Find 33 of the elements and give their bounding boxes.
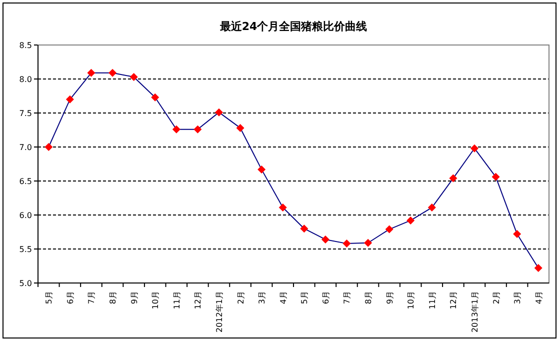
x-tick-label: 11月 — [172, 291, 182, 310]
x-tick-label: 2013年1月 — [470, 291, 480, 332]
x-tick-label: 6月 — [66, 291, 75, 304]
y-tick-label: 8.5 — [19, 41, 32, 50]
x-tick-label: 9月 — [130, 291, 139, 304]
x-tick-label: 7月 — [87, 291, 96, 304]
y-tick-label: 6.0 — [19, 211, 32, 220]
x-tick-label: 3月 — [513, 291, 522, 304]
x-tick-label: 4月 — [278, 291, 288, 304]
x-tick-label: 8月 — [364, 291, 374, 304]
x-tick-label: 10月 — [151, 291, 160, 310]
x-tick-label: 12月 — [194, 291, 203, 310]
y-tick-label: 7.5 — [19, 109, 32, 118]
x-tick-label: 4月 — [534, 291, 544, 304]
x-tick-label: 2月 — [492, 291, 501, 304]
x-tick-label: 6月 — [321, 291, 330, 304]
x-tick-label: 9月 — [385, 291, 394, 304]
x-tick-label: 12月 — [449, 291, 458, 310]
x-tick-label: 2月 — [236, 291, 246, 304]
y-tick-label: 7.0 — [19, 143, 32, 152]
y-tick-label: 6.5 — [19, 177, 32, 186]
x-tick-label: 7月 — [342, 291, 352, 304]
x-tick-label: 5月 — [44, 291, 54, 304]
y-tick-label: 8.0 — [19, 75, 32, 84]
x-tick-label: 8月 — [108, 291, 118, 304]
chart-title: 最近24个月全国猪粮比价曲线 — [218, 20, 368, 33]
x-tick-label: 5月 — [300, 291, 310, 304]
x-tick-label: 2012年1月 — [214, 291, 224, 332]
x-tick-label: 10月 — [406, 291, 416, 310]
y-tick-label: 5.5 — [19, 245, 32, 254]
y-tick-label: 5.0 — [19, 279, 32, 288]
x-tick-label: 3月 — [258, 291, 267, 304]
x-tick-label: 11月 — [428, 291, 437, 310]
